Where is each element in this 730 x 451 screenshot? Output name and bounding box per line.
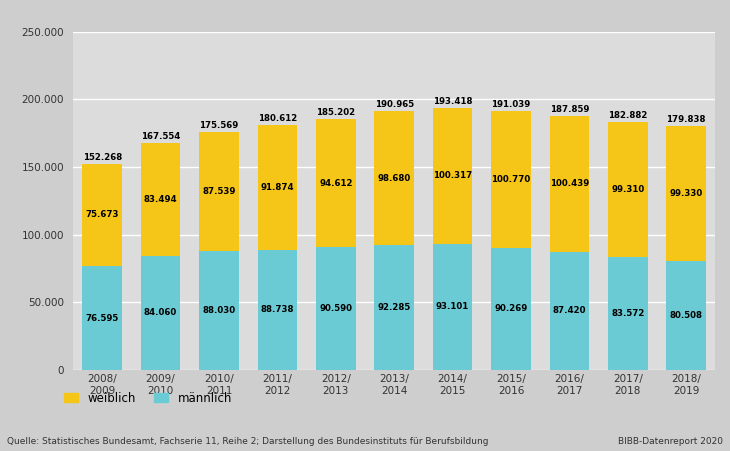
Text: 76.595: 76.595 <box>85 313 119 322</box>
Bar <box>199 132 239 251</box>
Bar <box>608 122 648 257</box>
Bar <box>199 251 239 370</box>
Text: 190.965: 190.965 <box>374 101 414 110</box>
Bar <box>666 126 706 261</box>
Text: 100.439: 100.439 <box>550 179 589 188</box>
Text: 90.590: 90.590 <box>319 304 353 313</box>
Text: 99.310: 99.310 <box>611 185 645 194</box>
Bar <box>82 164 122 266</box>
Text: 83.494: 83.494 <box>144 195 177 204</box>
Text: 87.539: 87.539 <box>202 187 236 196</box>
Bar <box>141 143 180 256</box>
Text: 90.269: 90.269 <box>494 304 528 313</box>
Text: 88.030: 88.030 <box>202 306 236 315</box>
Bar <box>258 125 297 250</box>
Text: 187.859: 187.859 <box>550 105 589 114</box>
Bar <box>316 247 356 370</box>
Bar <box>374 111 414 245</box>
Bar <box>258 250 297 370</box>
Text: 87.420: 87.420 <box>553 306 586 315</box>
Text: 91.874: 91.874 <box>261 183 294 192</box>
Text: 100.317: 100.317 <box>433 171 472 180</box>
Bar <box>491 111 531 248</box>
Text: 93.101: 93.101 <box>436 302 469 311</box>
Text: 88.738: 88.738 <box>261 305 294 314</box>
Text: 180.612: 180.612 <box>258 115 297 124</box>
Text: Quelle: Statistisches Bundesamt, Fachserie 11, Reihe 2; Darstellung des Bundesin: Quelle: Statistisches Bundesamt, Fachser… <box>7 437 489 446</box>
Text: 100.770: 100.770 <box>491 175 531 184</box>
Text: 83.572: 83.572 <box>611 309 645 318</box>
Text: BIBB-Datenreport 2020: BIBB-Datenreport 2020 <box>618 437 723 446</box>
Bar <box>316 119 356 247</box>
Text: 99.330: 99.330 <box>669 189 703 198</box>
Text: 94.612: 94.612 <box>319 179 353 188</box>
Bar <box>491 248 531 370</box>
Text: 193.418: 193.418 <box>433 97 472 106</box>
Bar <box>433 244 472 370</box>
Text: 80.508: 80.508 <box>669 311 703 320</box>
Text: 185.202: 185.202 <box>316 108 356 117</box>
Text: 75.673: 75.673 <box>85 211 119 220</box>
Text: 84.060: 84.060 <box>144 308 177 318</box>
Text: 92.285: 92.285 <box>377 303 411 312</box>
Text: 182.882: 182.882 <box>608 111 648 120</box>
Bar <box>141 256 180 370</box>
Bar <box>433 108 472 244</box>
Bar <box>82 266 122 370</box>
Legend: weiblich, männlich: weiblich, männlich <box>64 391 232 405</box>
Bar <box>666 261 706 370</box>
Text: 98.680: 98.680 <box>377 174 411 183</box>
Text: 179.838: 179.838 <box>666 115 706 124</box>
Bar <box>608 257 648 370</box>
Bar <box>550 115 589 252</box>
Text: 191.039: 191.039 <box>491 100 531 109</box>
Text: 152.268: 152.268 <box>82 153 122 162</box>
Bar <box>550 252 589 370</box>
Text: 167.554: 167.554 <box>141 132 180 141</box>
Text: 175.569: 175.569 <box>199 121 239 130</box>
Bar <box>374 245 414 370</box>
